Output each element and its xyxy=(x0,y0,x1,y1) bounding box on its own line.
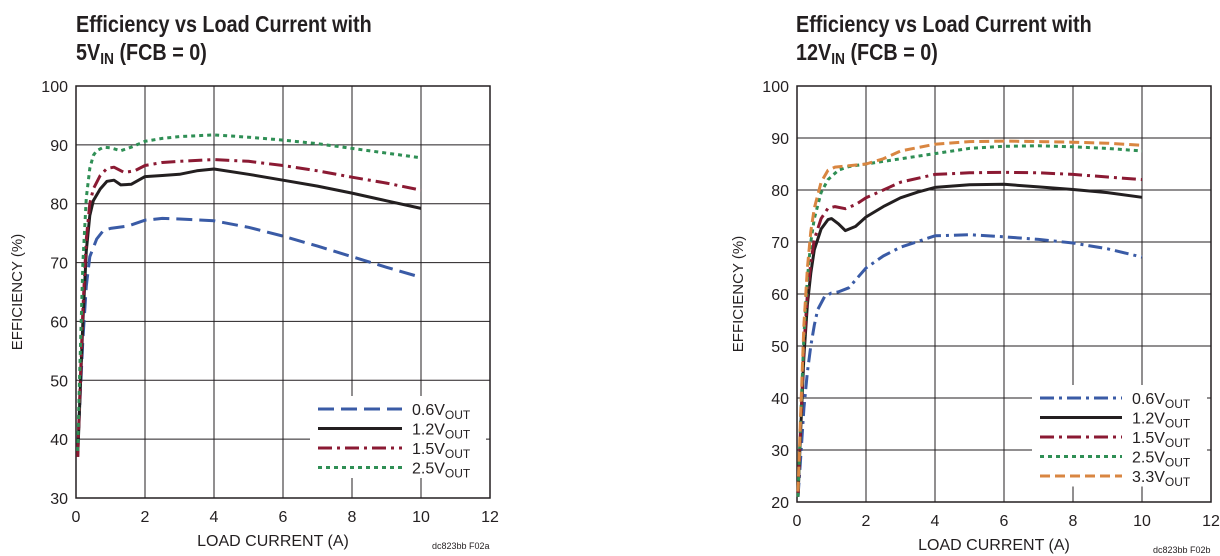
y-tick-label: 100 xyxy=(762,79,789,96)
title-tail: (FCB = 0) xyxy=(113,39,207,65)
x-tick-label: 8 xyxy=(1069,513,1078,530)
title-vin-sub: IN xyxy=(831,51,845,68)
plot-frame xyxy=(75,85,491,499)
y-tick-label: 30 xyxy=(50,491,68,508)
series-line-06Vout xyxy=(796,233,1143,497)
y-tick-label: 80 xyxy=(50,197,68,214)
legend-label: 2.5VOUT xyxy=(412,461,471,481)
plot-frame xyxy=(796,85,1212,503)
y-tick-label: 100 xyxy=(41,79,68,96)
title-line1: Efficiency vs Load Current with xyxy=(76,11,372,37)
chart-left: 0 2 4 6 8 10 12 30 40 50 60 70 80 90 100 LOAD CURRENT (… xyxy=(9,79,499,551)
y-tick-label: 80 xyxy=(771,183,789,200)
x-tick-label: 0 xyxy=(72,509,81,526)
y-axis-label: EFFICIENCY (%) xyxy=(730,236,747,352)
x-tick-label: 6 xyxy=(1000,513,1009,530)
title-vin: 5V xyxy=(76,39,101,65)
title-line2: 5VIN (FCB = 0) xyxy=(76,38,372,74)
y-axis-label: EFFICIENCY (%) xyxy=(9,234,26,350)
figure-code: dc823bb F02a xyxy=(432,541,490,551)
x-tick-label: 12 xyxy=(1202,513,1220,530)
series-line-25Vout xyxy=(76,133,422,451)
x-tick-label: 4 xyxy=(931,513,940,530)
chart-right: 0 2 4 6 8 10 12 20 30 40 50 60 70 80 90 100 LOAD CURRENT… xyxy=(730,79,1220,555)
title-vin-sub: IN xyxy=(100,51,114,68)
figure-code: dc823bb F02b xyxy=(1153,545,1211,555)
y-tick-label: 90 xyxy=(771,131,789,148)
x-tick-label: 0 xyxy=(793,513,802,530)
legend-label: 1.2VOUT xyxy=(1132,411,1191,431)
x-tick-label: 2 xyxy=(141,509,150,526)
y-tick-label: 40 xyxy=(771,391,789,408)
y-tick-label: 20 xyxy=(771,495,789,512)
x-tick-label: 4 xyxy=(210,509,219,526)
title-vin: 12V xyxy=(796,39,832,65)
legend-label: 0.6VOUT xyxy=(1132,391,1191,411)
title-tail: (FCB = 0) xyxy=(844,39,938,65)
x-tick-label: 12 xyxy=(481,509,499,526)
x-tick-label: 2 xyxy=(862,513,871,530)
legend-label: 3.3VOUT xyxy=(1132,469,1191,489)
x-tick-label: 6 xyxy=(279,509,288,526)
legend-label: 1.5VOUT xyxy=(1132,430,1191,450)
chart-title-right: Efficiency vs Load Current with 12VIN (F… xyxy=(796,10,1092,74)
x-tick-label: 10 xyxy=(1133,513,1151,530)
series-line-33Vout xyxy=(796,139,1143,492)
series-line-15Vout xyxy=(796,170,1143,497)
legend-label: 0.6VOUT xyxy=(412,402,471,422)
y-tick-label: 30 xyxy=(771,443,789,460)
y-tick-label: 50 xyxy=(50,373,68,390)
y-tick-label: 60 xyxy=(771,287,789,304)
title-line1: Efficiency vs Load Current with xyxy=(796,11,1092,37)
x-tick-label: 8 xyxy=(348,509,357,526)
series-line-15Vout xyxy=(76,158,422,457)
x-axis-label: LOAD CURRENT (A) xyxy=(197,533,349,550)
chart-title-left: Efficiency vs Load Current with 5VIN (FC… xyxy=(76,10,372,74)
x-axis-label: LOAD CURRENT (A) xyxy=(918,537,1070,554)
title-line2: 12VIN (FCB = 0) xyxy=(796,38,1092,74)
series-line-12Vout xyxy=(796,182,1143,497)
y-tick-label: 40 xyxy=(50,432,68,449)
legend-label: 1.2VOUT xyxy=(412,422,471,442)
y-tick-label: 50 xyxy=(771,339,789,356)
legend-label: 2.5VOUT xyxy=(1132,450,1191,470)
legend-label: 1.5VOUT xyxy=(412,441,471,461)
y-tick-label: 70 xyxy=(771,235,789,252)
y-tick-label: 60 xyxy=(50,314,68,331)
y-tick-label: 70 xyxy=(50,256,68,273)
series-line-06Vout xyxy=(76,216,422,451)
x-tick-label: 10 xyxy=(412,509,430,526)
y-tick-label: 90 xyxy=(50,138,68,155)
